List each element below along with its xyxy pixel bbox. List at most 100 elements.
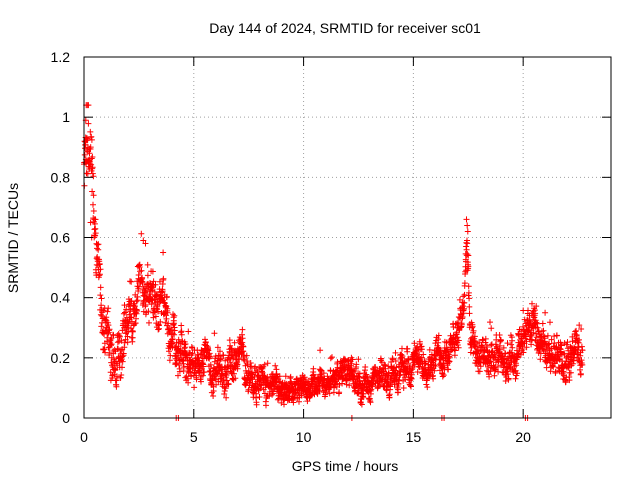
data-point (575, 344, 582, 351)
data-point (459, 314, 466, 320)
data-point (336, 389, 343, 396)
data-point (512, 375, 519, 382)
data-point (355, 356, 362, 363)
data-point (454, 334, 461, 341)
data-point (356, 370, 363, 377)
data-point (232, 375, 239, 382)
data-point (152, 313, 159, 320)
data-point (572, 328, 579, 335)
data-point (469, 323, 476, 330)
data-point (132, 303, 138, 310)
data-point (454, 342, 461, 348)
data-point (108, 341, 115, 348)
data-point (281, 401, 287, 408)
data-point (211, 330, 218, 337)
data-point (349, 356, 356, 363)
data-point (465, 263, 472, 270)
data-point (108, 359, 115, 366)
data-point (534, 324, 541, 331)
data-point (253, 401, 260, 408)
data-point (509, 344, 516, 351)
data-point (283, 380, 290, 387)
data-point (169, 336, 176, 342)
data-point (142, 301, 149, 308)
data-point (471, 333, 478, 340)
data-point (372, 364, 379, 371)
data-point (246, 379, 253, 386)
data-point (171, 331, 178, 338)
data-point (104, 308, 111, 315)
data-point (239, 326, 246, 333)
data-point (131, 321, 138, 328)
data-point (476, 368, 483, 375)
data-point (106, 326, 113, 333)
data-point (461, 280, 468, 287)
data-point (83, 135, 90, 142)
data-point (463, 216, 470, 223)
data-point (295, 389, 302, 396)
data-point (347, 375, 353, 382)
data-point (273, 370, 280, 377)
data-point (85, 102, 92, 109)
data-point (178, 322, 185, 329)
data-point (138, 267, 145, 274)
data-point (149, 268, 156, 275)
data-point (90, 173, 97, 180)
data-point (182, 374, 189, 381)
data-point (189, 350, 196, 357)
data-point (133, 298, 140, 305)
x-tick-label: 0 (80, 429, 88, 445)
data-point (316, 388, 323, 394)
data-point (483, 367, 490, 374)
y-tick-label: 0.4 (51, 290, 71, 306)
data-point (461, 299, 468, 306)
data-point (185, 369, 192, 376)
data-point (300, 375, 307, 382)
data-point (533, 303, 540, 310)
data-point (85, 144, 91, 151)
y-tick-label: 1.2 (51, 49, 71, 65)
data-point (463, 243, 470, 250)
data-point (202, 336, 208, 343)
data-point (87, 128, 94, 135)
data-point (129, 328, 136, 335)
data-point (327, 355, 334, 362)
x-axis-label: GPS time / hours (292, 458, 399, 474)
data-point (82, 159, 89, 166)
data-point (465, 289, 472, 296)
data-point (577, 370, 584, 377)
data-point (220, 352, 227, 359)
data-point (290, 399, 297, 406)
data-point (509, 337, 516, 344)
data-point (86, 150, 93, 157)
data-point (98, 295, 105, 302)
data-point (114, 339, 121, 346)
data-point (464, 222, 471, 229)
data-point (199, 372, 206, 379)
data-point (156, 325, 162, 332)
data-point (142, 240, 149, 247)
data-point (488, 342, 494, 349)
data-point (112, 366, 119, 373)
data-point (476, 339, 483, 346)
data-point (122, 309, 128, 316)
data-point (440, 372, 447, 379)
data-point (418, 354, 425, 361)
data-point (185, 379, 192, 386)
data-point (413, 350, 419, 357)
data-point (217, 356, 224, 363)
data-point (167, 352, 174, 359)
data-point (567, 369, 574, 376)
data-point (222, 385, 229, 392)
data-point (91, 226, 98, 233)
data-point (355, 373, 362, 380)
data-point (555, 353, 562, 360)
data-point (207, 361, 214, 368)
data-point (135, 283, 142, 290)
data-point (217, 348, 223, 355)
data-point (310, 365, 317, 372)
data-point (117, 374, 124, 381)
data-point (519, 346, 526, 352)
data-point (466, 310, 473, 317)
